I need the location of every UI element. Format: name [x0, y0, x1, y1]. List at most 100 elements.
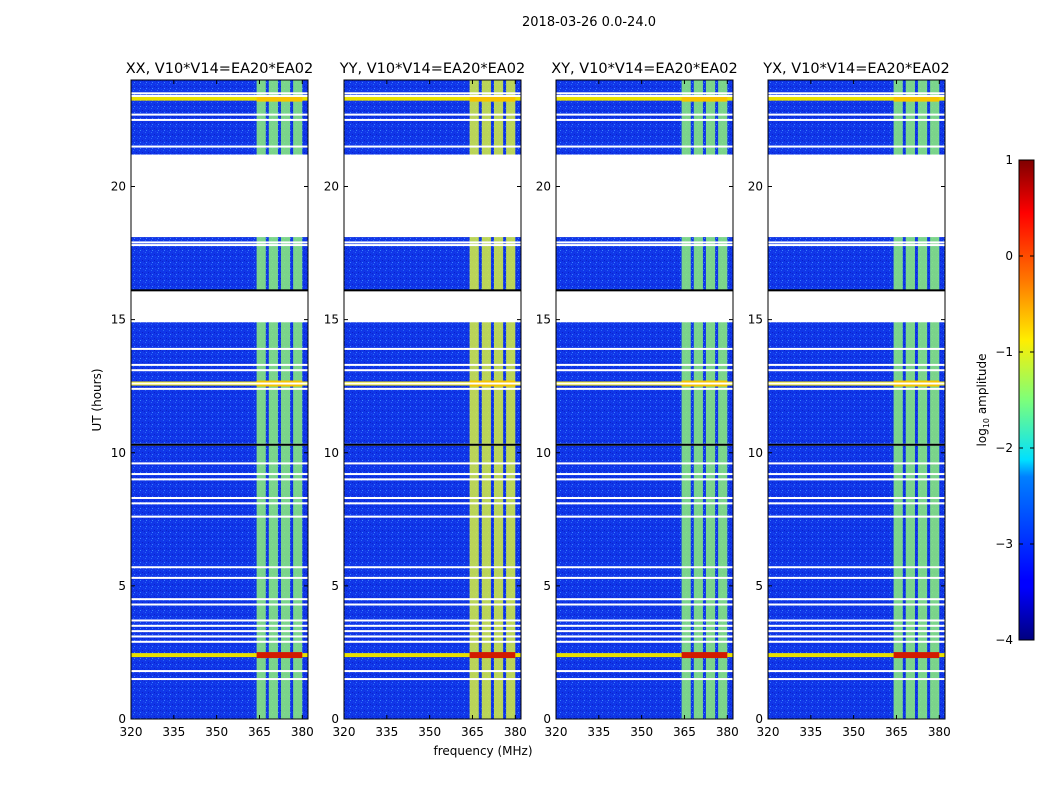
data-gap	[344, 154, 521, 238]
flagged-line	[768, 462, 945, 465]
panel-title: XY, V10*V14=EA20*EA02	[551, 61, 737, 77]
x-tick-label: 320	[545, 725, 568, 739]
panel-frame	[130, 79, 309, 720]
flagged-line	[768, 94, 945, 97]
x-tick-label: 350	[630, 725, 653, 739]
panel-frame	[343, 79, 522, 720]
flagged-line	[131, 502, 308, 505]
y-tick-label: 0	[755, 712, 763, 726]
data-gap	[131, 154, 308, 238]
strong-rfi-line	[556, 653, 733, 658]
rfi-column	[506, 80, 516, 719]
y-tick-label: 20	[536, 180, 551, 194]
flagged-line	[344, 473, 521, 476]
colorbar-tick-label: −4	[995, 633, 1013, 647]
panel-xy: XY, V10*V14=EA20*EA02 320 335 350 365 380 0 5 10…	[536, 61, 739, 739]
rfi-column	[917, 80, 928, 719]
flagged-line	[768, 92, 945, 95]
panel-title: XX, V10*V14=EA20*EA02	[126, 61, 314, 77]
x-tick-label: 335	[587, 725, 610, 739]
x-tick-label: 365	[248, 725, 271, 739]
flagged-line	[556, 670, 733, 673]
panel-frame	[767, 79, 946, 720]
flagged-line	[344, 576, 521, 579]
rfi-column	[481, 80, 491, 719]
x-tick-label: 365	[461, 725, 484, 739]
flagged-line	[556, 244, 733, 247]
flagged-line	[344, 478, 521, 481]
panel-title: YX, V10*V14=EA20*EA02	[762, 61, 949, 77]
strong-rfi-line	[344, 96, 521, 101]
flagged-line	[131, 382, 308, 385]
flagged-line	[131, 640, 308, 643]
flagged-line	[768, 502, 945, 505]
flagged-line	[768, 347, 945, 350]
x-tick-label: 365	[885, 725, 908, 739]
rfi-column	[693, 80, 703, 719]
flagged-line	[768, 113, 945, 116]
gap-edge	[556, 289, 733, 292]
flagged-line	[131, 369, 308, 372]
panel-title: YY, V10*V14=EA20*EA02	[339, 61, 525, 77]
flagged-line	[556, 241, 733, 244]
flagged-line	[131, 624, 308, 627]
rfi-column	[718, 80, 728, 719]
flagged-line	[344, 603, 521, 606]
flagged-line	[556, 473, 733, 476]
rfi-column	[280, 80, 291, 719]
flagged-line	[344, 387, 521, 390]
x-tick-label: 380	[291, 725, 314, 739]
y-tick-label: 0	[543, 712, 551, 726]
flagged-line	[768, 515, 945, 518]
flagged-line	[131, 635, 308, 638]
x-tick-label: 350	[418, 725, 441, 739]
y-tick-label: 20	[324, 180, 339, 194]
gap-edge	[768, 443, 945, 446]
flagged-line	[768, 566, 945, 569]
flagged-line	[768, 576, 945, 579]
x-tick-label: 380	[504, 725, 527, 739]
colorbar-gradient	[1018, 159, 1035, 641]
flagged-line	[344, 118, 521, 121]
flagged-line	[768, 244, 945, 247]
flagged-line	[556, 145, 733, 148]
flagged-line	[556, 678, 733, 681]
x-tick-label: 320	[757, 725, 780, 739]
rfi-column	[705, 80, 716, 719]
flagged-line	[556, 497, 733, 500]
y-tick-label: 20	[748, 180, 763, 194]
flagged-line	[556, 118, 733, 121]
colorbar-tick-label: 0	[1005, 249, 1013, 263]
flagged-line	[344, 497, 521, 500]
flagged-line	[344, 363, 521, 366]
flagged-line	[768, 382, 945, 385]
flagged-line	[768, 630, 945, 633]
panel-xx: XX, V10*V14=EA20*EA02 320 335 350 365 380 0 5 10…	[111, 61, 314, 739]
flagged-line	[556, 566, 733, 569]
rfi-column	[268, 80, 278, 719]
y-tick-label: 15	[536, 313, 551, 327]
flagged-line	[344, 640, 521, 643]
y-tick-label: 15	[111, 313, 126, 327]
gap-edge	[131, 443, 308, 446]
figure-title: 2018-03-26 0.0-24.0	[522, 15, 656, 30]
strong-rfi-hotspot	[681, 95, 728, 102]
rfi-column	[469, 80, 479, 719]
strong-rfi-hotspot	[256, 652, 303, 659]
flagged-line	[768, 670, 945, 673]
flagged-line	[556, 94, 733, 97]
flagged-line	[768, 598, 945, 601]
flagged-line	[344, 566, 521, 569]
flagged-line	[131, 94, 308, 97]
x-tick-label: 335	[799, 725, 822, 739]
flagged-line	[131, 347, 308, 350]
strong-rfi-line	[131, 96, 308, 101]
rfi-column	[293, 80, 303, 719]
gap-edge	[344, 289, 521, 292]
data-gap	[768, 154, 945, 238]
panels: XX, V10*V14=EA20*EA02 320 335 350 365 380 0 5 10…	[111, 61, 951, 739]
data-gap	[768, 290, 945, 323]
flagged-line	[556, 502, 733, 505]
flagged-line	[344, 635, 521, 638]
